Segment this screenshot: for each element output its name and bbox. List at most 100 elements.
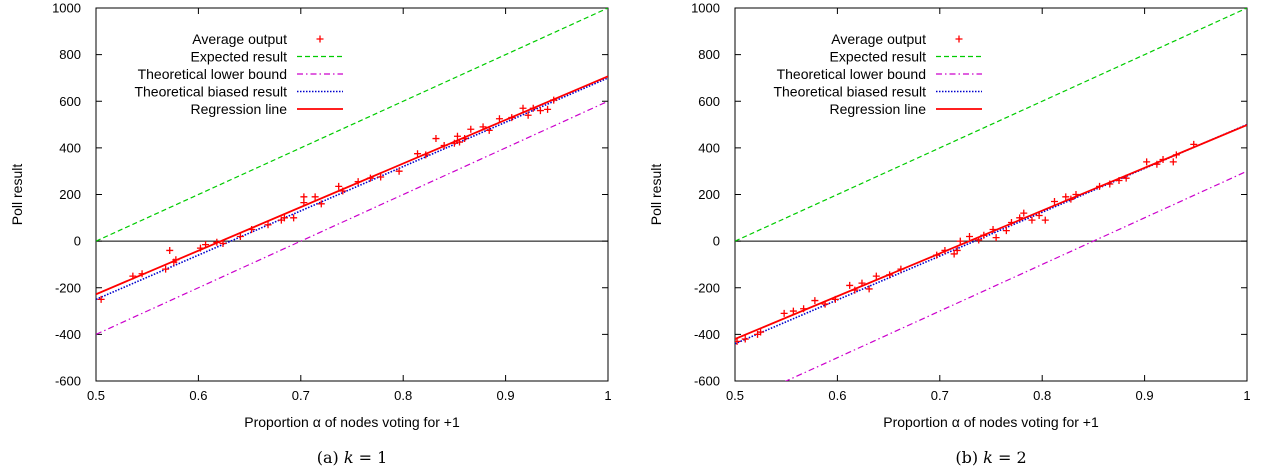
y-tick-label: -600 [55,374,81,389]
data-point [858,279,866,287]
figure-caption: (a) k = 1 [317,448,388,467]
data-point [290,214,298,222]
series-line-expected-result [96,8,608,242]
legend-label: Expected result [830,49,927,65]
y-tick-label: 1000 [691,1,720,16]
legend-swatch [316,35,324,43]
series-line-theoretical-lower-bound [96,100,608,335]
y-tick-label: 1000 [52,1,81,16]
x-tick-label: 0.6 [828,388,846,403]
x-tick-label: 0.5 [726,388,744,403]
data-point [872,272,880,280]
y-tick-label: 400 [59,140,81,155]
y-tick-label: 200 [698,187,720,202]
data-point [172,256,180,264]
data-point [780,309,788,317]
chart-a: -600 -400 -200 0 200 400 600 800 1000 0.5 0.6 0.7 0.… [9,1,612,468]
y-tick-label: 0 [74,234,81,249]
data-point [846,281,854,289]
data-point [950,250,958,258]
data-point [953,246,961,254]
data-point [789,307,797,315]
data-point [1072,191,1080,198]
data-point [550,96,558,104]
y-tick-label: 800 [59,47,81,62]
data-point [495,115,503,123]
legend-label: Average output [192,31,287,47]
series-group [735,8,1247,381]
data-point [989,225,997,233]
legend-label: Theoretical lower bound [777,66,926,82]
data-point [202,241,210,249]
legend-label: Theoretical biased result [773,84,926,100]
data-point [219,239,227,247]
caption-value: = 1 [354,448,388,467]
legend-label: Regression line [191,101,288,117]
data-point [1035,211,1043,219]
data-point [1153,160,1161,168]
data-point [821,300,829,308]
data-point [450,139,458,147]
series-group [96,8,608,335]
x-tick-label: 0.7 [931,388,949,403]
data-point [741,335,749,343]
data-point [196,244,204,252]
data-point [1028,216,1036,224]
chart-b: -600 -400 -200 0 200 400 600 800 1000 0.5 0.6 0.7 0.… [648,1,1251,468]
data-point [440,142,448,150]
caption-prefix: (a) [317,448,339,467]
plot-frame [734,7,1248,382]
data-point [544,105,552,113]
data-point [992,234,1000,242]
data-point [811,297,819,305]
data-point [965,232,973,240]
data-point [831,295,839,303]
data-point [1096,182,1104,190]
series-line-theoretical-lower-bound [784,170,1247,381]
series-line-expected-result [735,8,1247,242]
data-point [1062,193,1070,201]
data-point [395,167,403,175]
data-point [162,265,170,273]
data-point [897,265,905,273]
data-point [536,107,544,115]
data-point [1002,227,1010,235]
data-point [479,123,487,131]
data-point [933,251,941,259]
data-point [236,232,244,240]
data-point [757,328,765,336]
data-point [865,285,873,293]
x-tick-label: 0.8 [394,388,412,403]
y-tick-label: -600 [694,374,720,389]
x-tick-label: 0.5 [87,388,105,403]
data-point [432,135,440,143]
y-tick-label: -400 [694,327,720,342]
data-point [456,138,464,146]
y-tick-label: 600 [698,94,720,109]
data-point [1007,218,1015,226]
data-point [461,135,469,143]
data-point [317,200,325,208]
x-axis-label: Proportion α of nodes voting for +1 [883,414,1099,430]
data-point [453,132,461,140]
data-point [1106,180,1114,188]
data-point [213,238,221,246]
x-tick-label: 0.9 [1136,388,1154,403]
y-tick-label: 800 [698,47,720,62]
figure-caption: (b) k = 2 [955,448,1026,467]
series-line-regression-line [96,75,608,296]
data-point [138,270,146,278]
data-point [335,182,343,190]
data-point [1169,158,1177,166]
data-point [1159,156,1167,164]
data-point [1122,174,1130,182]
x-tick-label: 1 [604,388,611,403]
y-tick-label: 200 [59,187,81,202]
x-tick-label: 0.7 [292,388,310,403]
data-point [735,337,741,345]
data-point [129,272,137,280]
y-tick-label: 400 [698,140,720,155]
data-point [851,286,859,294]
x-tick-label: 0.9 [497,388,515,403]
